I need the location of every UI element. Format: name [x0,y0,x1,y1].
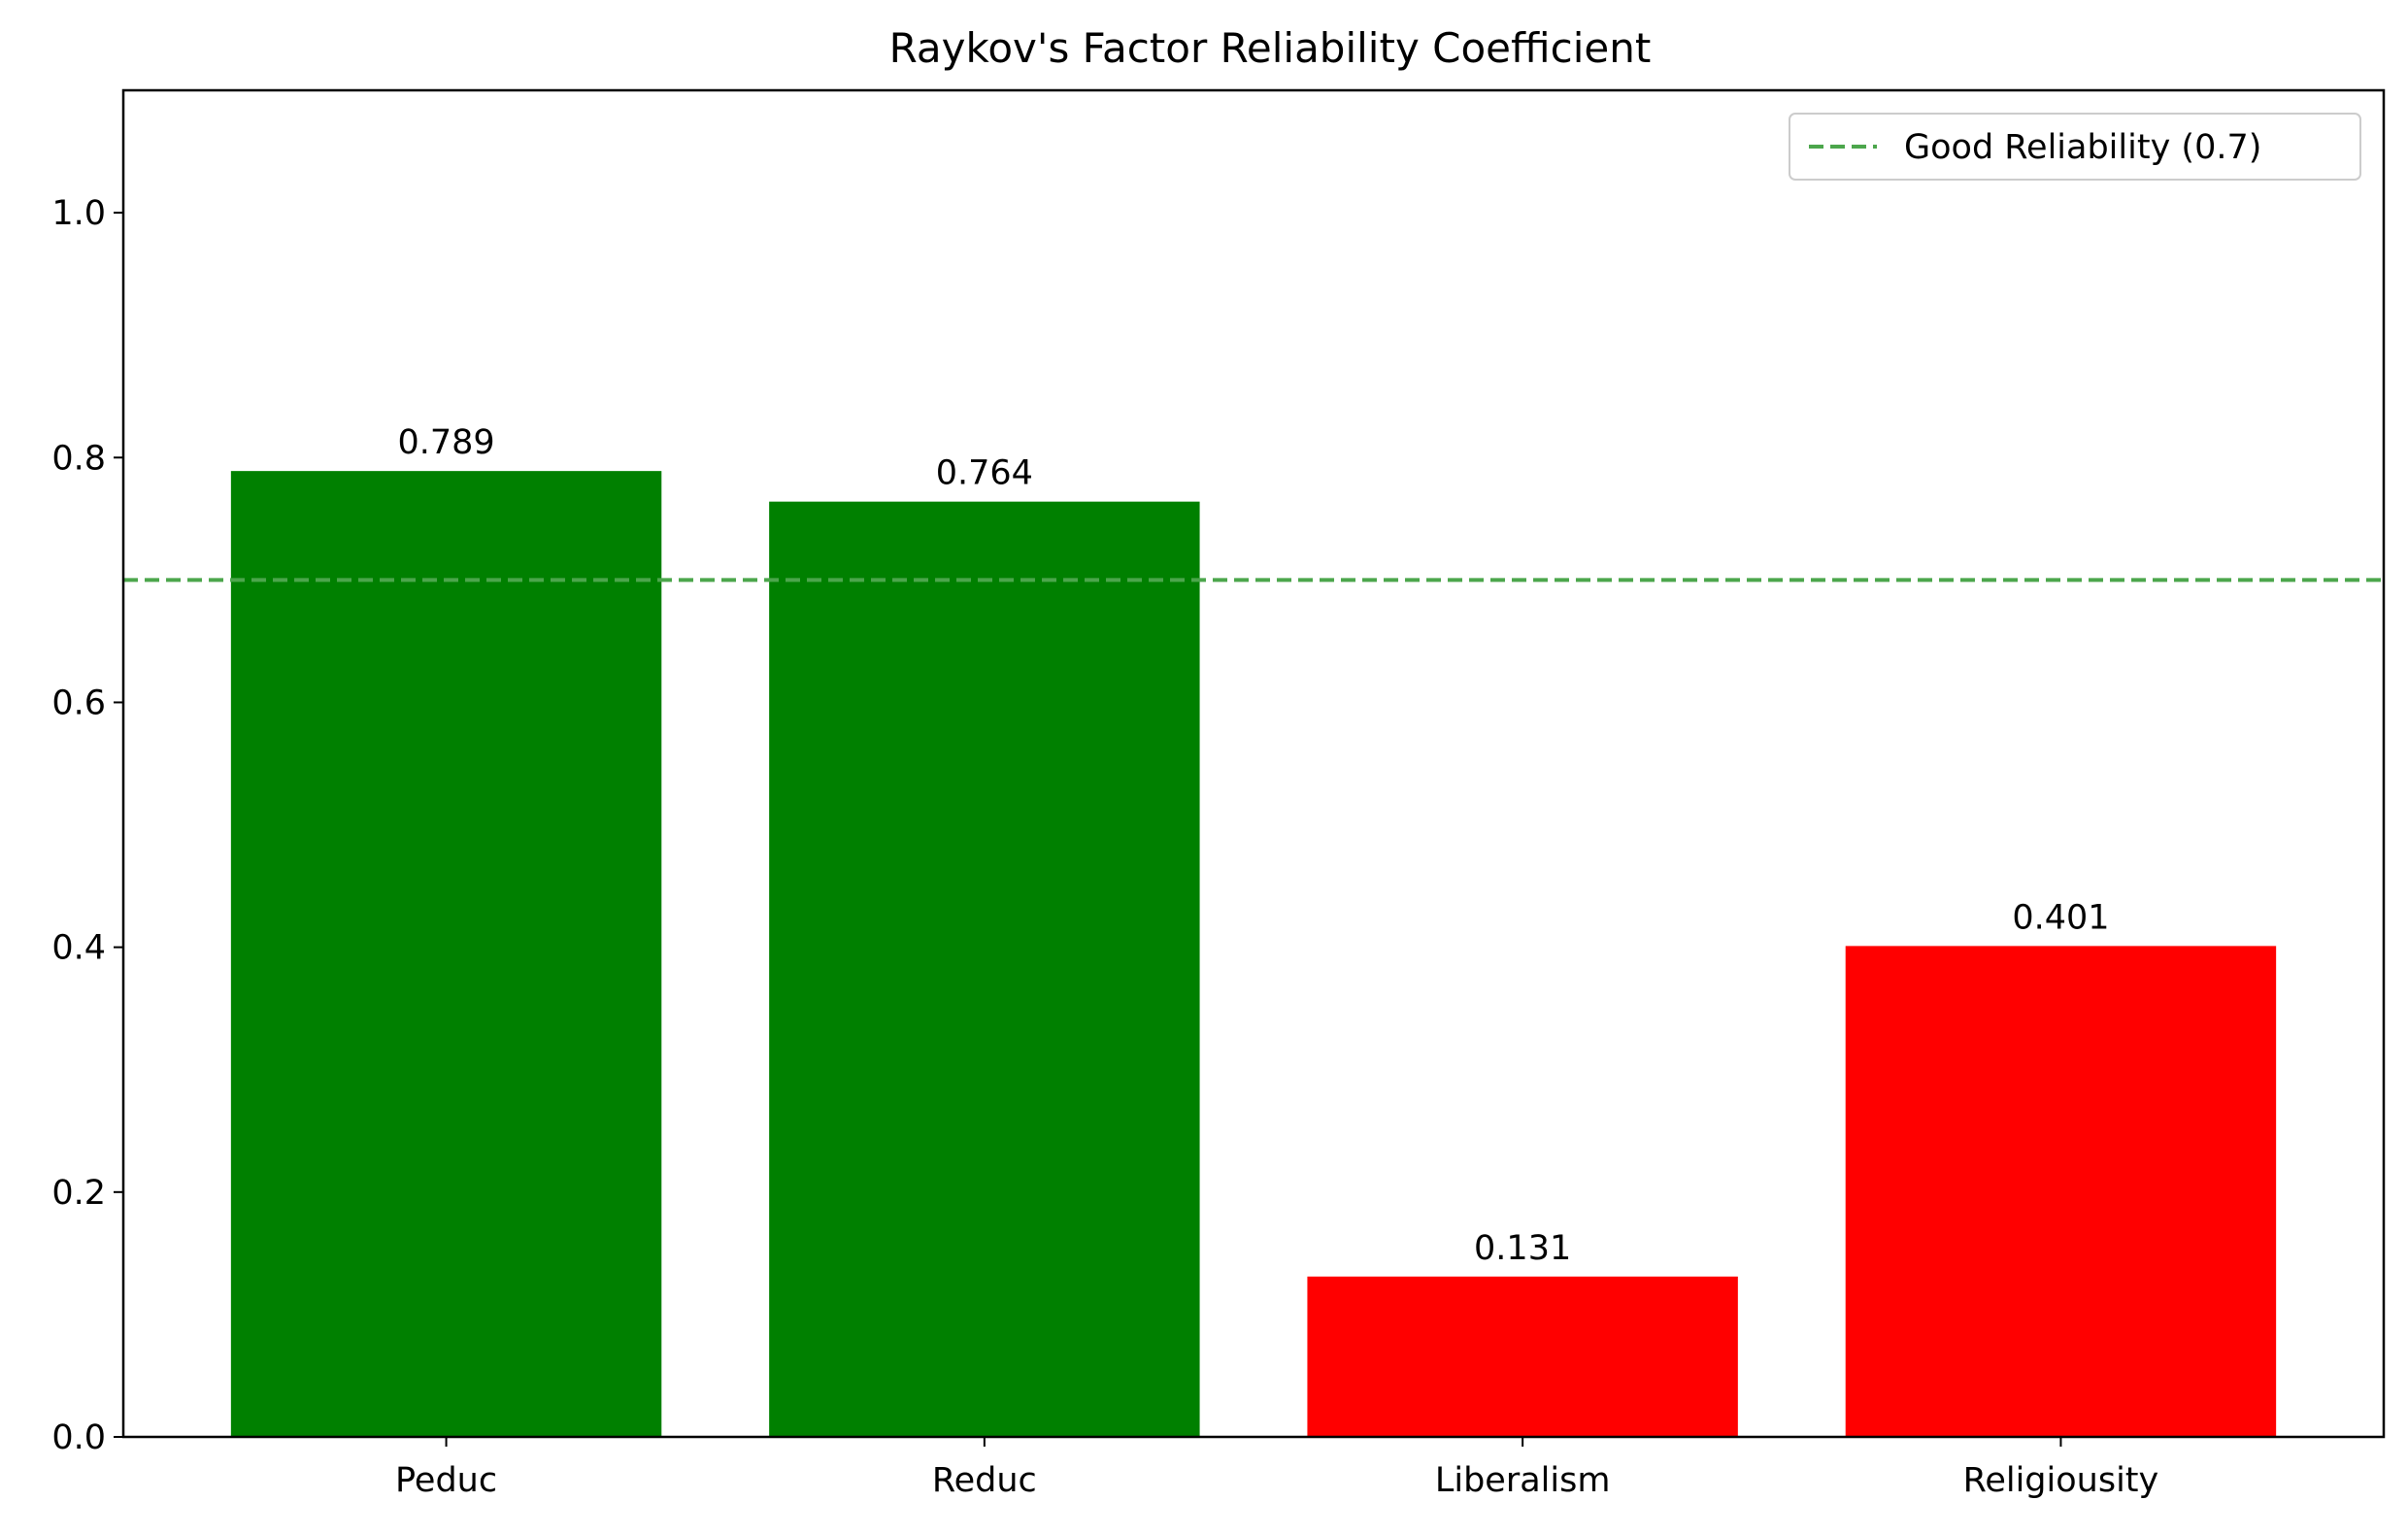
data-label-reduc: 0.764 [936,454,1033,493]
chart-title: Raykov's Factor Reliability Coefficient [889,24,1652,72]
x-tick-label-peduc: Peduc [395,1461,497,1500]
x-tick-label-liberalism: Liberalism [1435,1461,1611,1500]
y-tick-label: 1.0 [51,194,106,233]
y-tick-label: 0.2 [51,1174,106,1213]
legend: Good Reliability (0.7) [1789,113,2361,181]
x-tick-label-reduc: Reduc [932,1461,1037,1500]
y-tick-label: 0.8 [51,439,106,478]
y-tick-label: 0.4 [51,929,106,968]
bar-religiousity [1845,946,2277,1437]
bar-peduc [230,471,662,1438]
legend-box [1789,113,2361,181]
data-labels-group: 0.789 0.764 0.131 0.401 [397,423,2109,1268]
data-label-religiousity: 0.401 [2012,898,2109,937]
data-label-peduc: 0.789 [397,423,494,462]
bar-liberalism [1307,1276,1738,1437]
data-label-liberalism: 0.131 [1474,1229,1571,1268]
y-tick-label: 0.6 [51,684,106,722]
plot-frame [121,88,2386,1439]
axes-group: 0.0 0.2 0.4 0.6 0.8 1.0 Peduc Reduc Liberalism Re… [51,88,2386,1500]
y-tick-label: 0.0 [51,1418,106,1457]
x-tick-label-religiousity: Religiousity [1963,1461,2159,1500]
bar-reduc [769,501,1200,1437]
bars-group [230,471,2277,1438]
legend-label: Good Reliability (0.7) [1904,128,2261,167]
